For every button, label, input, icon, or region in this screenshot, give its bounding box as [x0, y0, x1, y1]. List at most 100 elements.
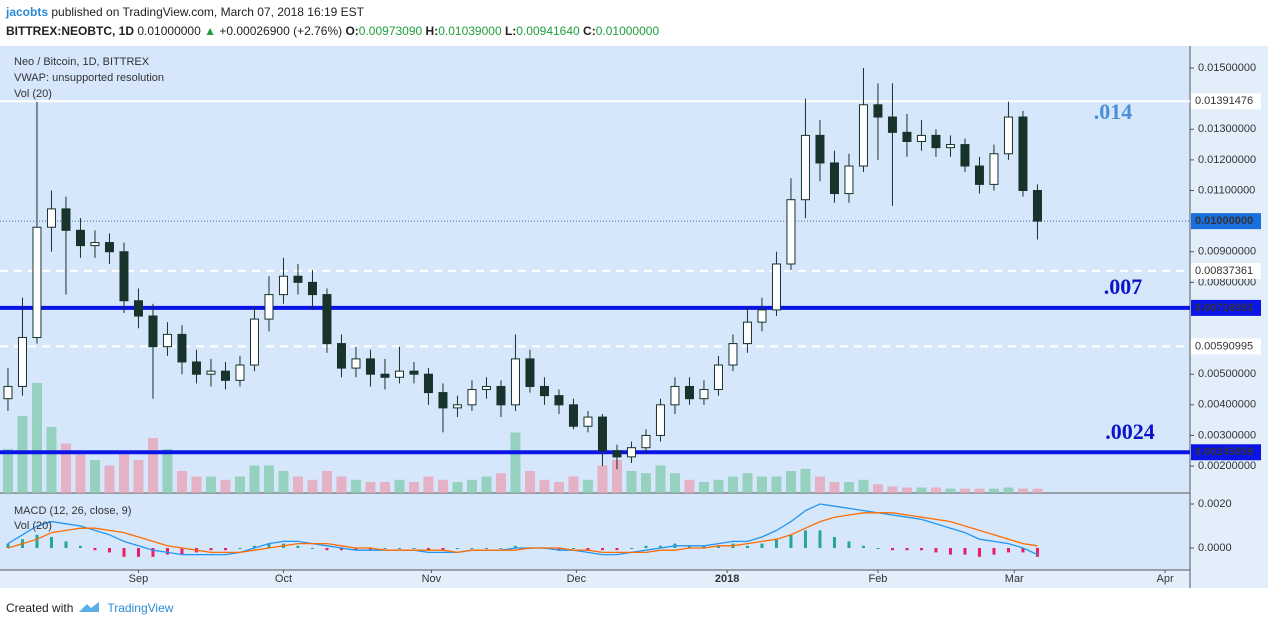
macd-hist — [919, 548, 923, 551]
macd-hist — [644, 545, 648, 548]
volume-bar — [481, 476, 492, 493]
candle-body — [887, 116, 897, 133]
candle-body — [597, 416, 607, 452]
legend: VWAP: unsupported resolution — [14, 72, 164, 84]
candle-body — [264, 294, 274, 320]
volume-bar — [829, 482, 840, 493]
candle-body — [394, 370, 404, 378]
macd-hist — [992, 548, 996, 555]
volume-bar — [916, 487, 927, 493]
last: 0.01000000 — [137, 24, 201, 38]
candle-body — [713, 364, 723, 391]
macd-hist — [977, 548, 981, 557]
y-tick-label: 0.00500000 — [1198, 368, 1256, 380]
candle-body — [873, 104, 883, 118]
volume-bar — [843, 482, 854, 493]
candle-body — [902, 131, 912, 143]
time-axis-bg — [0, 570, 1190, 588]
candle-body — [322, 294, 332, 345]
volume-bar — [176, 471, 187, 493]
author[interactable]: jacobts — [6, 5, 49, 19]
macd-hist — [383, 548, 387, 549]
candle-body — [17, 336, 27, 387]
volume-bar — [568, 476, 579, 493]
volume-bar — [858, 479, 869, 493]
volume-bar — [611, 460, 622, 493]
volume-bar — [292, 476, 303, 493]
volume-bar — [727, 476, 738, 493]
candle-body — [177, 333, 187, 363]
macd-hist — [1006, 548, 1010, 553]
candle-body — [568, 404, 578, 427]
candle-body — [293, 275, 303, 283]
candle-body — [684, 385, 694, 400]
volume-bar — [1003, 487, 1014, 493]
y-tick-label: 0.00900000 — [1198, 246, 1256, 258]
x-tick-label: Sep — [129, 573, 149, 585]
macd-hist — [339, 548, 343, 551]
annotation: .007 — [1104, 274, 1143, 299]
y-tick-label: 0.00300000 — [1198, 429, 1256, 441]
logo — [79, 602, 100, 612]
macd-hist — [354, 548, 358, 551]
macd-hist — [1021, 548, 1025, 553]
candle-body — [235, 364, 245, 381]
volume-bar — [1017, 488, 1028, 493]
candle-body — [815, 134, 825, 164]
level-label-bg — [1191, 93, 1261, 110]
candle-body — [525, 358, 535, 387]
candle-body — [931, 134, 941, 149]
volume-bar — [31, 383, 42, 493]
candle-body — [191, 361, 201, 375]
macd-hist — [687, 545, 691, 548]
volume-bar — [756, 476, 767, 493]
macd-hist — [107, 548, 111, 553]
volume-bar — [133, 460, 144, 493]
axis-bg — [1190, 46, 1268, 588]
candle-body — [829, 162, 839, 195]
macd-hist — [325, 548, 329, 551]
candle-body — [3, 385, 13, 400]
level-label-bg — [1191, 299, 1261, 316]
x-tick-label: Mar — [1005, 573, 1024, 585]
candle-body — [119, 251, 129, 302]
c-label: C: — [583, 24, 596, 38]
published: published on TradingView.com, March 07, … — [48, 5, 364, 19]
candle-body — [46, 208, 56, 228]
candle-body — [742, 321, 752, 345]
volume-bar — [408, 482, 419, 493]
h-value: 0.01039000 — [438, 24, 502, 38]
volume-bar — [17, 416, 28, 493]
candle-body — [249, 318, 259, 366]
candle-body — [612, 450, 622, 458]
candle-body — [148, 315, 158, 348]
volume-bar — [597, 465, 608, 493]
macd-hist — [397, 548, 401, 549]
volume-bar — [684, 479, 695, 493]
macd-hist — [615, 548, 619, 551]
level-label: 0.00716593 — [1195, 302, 1253, 314]
candle-body — [365, 358, 375, 375]
macd-hist — [571, 548, 575, 549]
macd-hist — [441, 548, 445, 551]
macd-hist — [165, 548, 169, 555]
created: Created with — [6, 601, 74, 615]
legend: Vol (20) — [14, 520, 52, 532]
l-label: L: — [504, 24, 517, 38]
candle-body — [307, 281, 317, 296]
legend: Neo / Bitcoin, 1D, BITTREX — [14, 56, 150, 68]
volume-bar — [742, 473, 753, 493]
volume-bar — [118, 454, 129, 493]
candle-body — [655, 404, 665, 436]
volume-bar — [713, 479, 724, 493]
macd-hist — [557, 548, 561, 551]
brand[interactable]: TradingView — [107, 601, 174, 615]
level-label-bg — [1191, 262, 1261, 279]
macd-hist — [252, 545, 256, 548]
candle-body — [452, 404, 462, 409]
candle-body — [800, 134, 810, 201]
macd-hist — [774, 539, 778, 548]
candle-body — [771, 263, 781, 311]
macd-hist — [122, 548, 126, 557]
